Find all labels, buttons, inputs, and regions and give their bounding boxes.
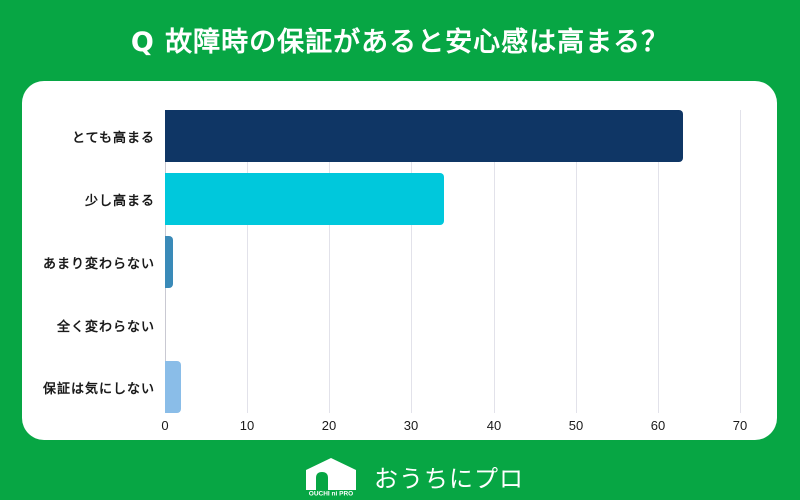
footer-logo: OUCHI ni PRO おうちにプロ [302, 456, 524, 498]
x-tick-label: 20 [321, 418, 337, 433]
x-tick-label: 70 [732, 418, 748, 433]
x-tick-label: 30 [403, 418, 419, 433]
category-label: 保証は気にしない [42, 382, 155, 397]
category-label: あまり変わらない [42, 257, 155, 272]
chart-title: Q 故障時の保証があると安心感は高まる？ [130, 27, 670, 58]
category-label: とても高まる [72, 131, 155, 146]
x-tick-label: 10 [239, 418, 255, 433]
bar-sukoshi-takamaru [165, 173, 445, 225]
x-tick-label: 0 [161, 418, 169, 433]
bar-amari-kawaranai [165, 236, 174, 288]
gridline [411, 110, 412, 413]
x-tick-label: 60 [650, 418, 666, 433]
category-label: 全く変わらない [56, 320, 155, 335]
house-logo-icon: OUCHI ni PRO [302, 456, 360, 498]
category-label: 少し高まる [84, 194, 155, 209]
gridline [494, 110, 495, 413]
gridline [247, 110, 248, 413]
svg-text:OUCHI ni PRO: OUCHI ni PRO [309, 491, 353, 497]
bar-totemo-takamaru [165, 110, 683, 162]
x-tick-label: 50 [568, 418, 584, 433]
gridline [329, 110, 330, 413]
plot-area [165, 110, 741, 413]
gridline [740, 110, 741, 413]
brand-name: おうちにプロ [374, 464, 524, 493]
x-tick-label: 40 [486, 418, 502, 433]
gridline [576, 110, 577, 413]
bar-hoshou-ki-ni-shinai [165, 361, 182, 413]
gridline [658, 110, 659, 413]
